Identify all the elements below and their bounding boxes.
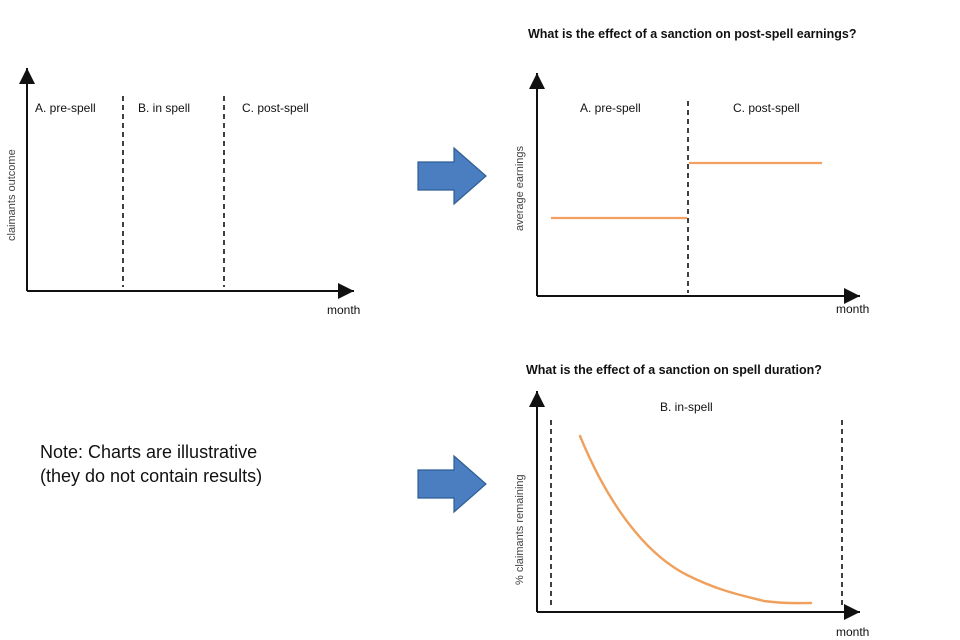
diagram-2-average-earnings: What is the effect of a sanction on post…: [514, 27, 869, 316]
diagram-1-claimants-outcome: A. pre-spell B. in spell C. post-spell c…: [6, 68, 360, 317]
diagram-2-y-axis-label: average earnings: [514, 145, 526, 231]
arrow-to-duration: [417, 454, 487, 514]
diagram-1-label-in-spell: B. in spell: [138, 101, 190, 115]
illustrative-note: Note: Charts are illustrative (they do n…: [40, 440, 262, 488]
diagram-3-y-axis-label: % claimants remaining: [514, 474, 526, 585]
diagram-3-label-in-spell: B. in-spell: [660, 400, 713, 414]
diagram-3-survival-curve: [578, 434, 813, 605]
right-arrow-icon: [417, 146, 487, 206]
diagram-3-claimants-remaining: What is the effect of a sanction on spel…: [514, 363, 869, 639]
arrow-to-earnings: [417, 146, 487, 206]
diagram-2-label-pre-spell: A. pre-spell: [580, 101, 641, 115]
diagram-1-label-post-spell: C. post-spell: [242, 101, 309, 115]
diagram-2-x-axis-label: month: [836, 302, 869, 316]
diagram-3-title: What is the effect of a sanction on spel…: [526, 363, 822, 377]
diagram-1-x-axis-label: month: [327, 303, 360, 317]
note-line-1: Note: Charts are illustrative: [40, 442, 258, 462]
diagram-2-label-post-spell: C. post-spell: [733, 101, 800, 115]
diagram-1-label-pre-spell: A. pre-spell: [35, 101, 96, 115]
right-arrow-icon: [417, 454, 487, 514]
diagram-1-y-axis-label: claimants outcome: [6, 149, 18, 241]
diagram-3-x-axis-label: month: [836, 625, 869, 639]
note-line-2: (they do not contain results): [40, 466, 263, 486]
diagram-2-title: What is the effect of a sanction on post…: [528, 27, 857, 41]
